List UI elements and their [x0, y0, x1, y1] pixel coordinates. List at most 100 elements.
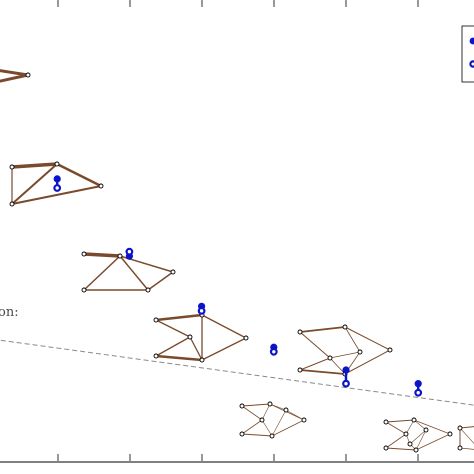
- graph-7-edge-1: [385, 419, 415, 423]
- graph-5-node-6: [327, 355, 333, 361]
- graph-2-node-4: [9, 201, 15, 207]
- graph-7-edge-8: [415, 429, 427, 451]
- graph-2-node-3: [98, 183, 104, 189]
- graph-4-node-1: [153, 317, 159, 323]
- graph-7-edge-7: [413, 419, 427, 431]
- graph-4-edge-2: [201, 314, 247, 339]
- graph-8-edge-5: [459, 427, 474, 444]
- graph-6-node-3: [301, 417, 307, 423]
- graph-3-node-1: [81, 251, 87, 257]
- annotation-label: on:: [0, 305, 19, 320]
- data-markers: [53, 175, 423, 397]
- graph-5-edge-7: [344, 326, 361, 353]
- graph-7-edge-11: [405, 419, 415, 435]
- graph-6-node-4: [269, 433, 275, 439]
- graph-2: [9, 161, 104, 207]
- graph-7-node-5: [383, 445, 389, 451]
- graph-6-edge-1: [241, 403, 271, 407]
- graph-5-node-7: [357, 349, 363, 355]
- graph-4-node-4: [199, 357, 205, 363]
- graph-3-edge-6: [119, 255, 149, 291]
- graph-6-node-5: [239, 431, 245, 437]
- point-open-2: [125, 247, 134, 256]
- graph-7-edge-6: [385, 421, 407, 435]
- graph-6-edge-9: [261, 403, 271, 421]
- graph-2-edge-2: [55, 162, 103, 188]
- graph-6-edge-5: [241, 419, 263, 435]
- graph-1-node-2: [25, 72, 31, 78]
- graph-4-node-3: [243, 335, 249, 341]
- graph-5-edge-6: [299, 331, 331, 359]
- axis-ticks: [57, 0, 419, 461]
- plot-frame: [0, 461, 474, 463]
- point-open-5: [342, 379, 350, 388]
- graph-2-edge-1: [10, 162, 59, 169]
- graph-5-node-5: [297, 367, 303, 373]
- graph-5-node-3: [387, 347, 393, 353]
- graph-5-node-1: [297, 329, 303, 335]
- graph-3-node-5: [81, 287, 87, 293]
- graph-7-node-7: [423, 427, 429, 433]
- graph-7-node-2: [411, 417, 417, 423]
- graph-7-node-8: [407, 441, 413, 447]
- graph-3-edge-3: [147, 271, 174, 291]
- point-filled-6: [414, 380, 422, 388]
- graph-8-node-1: [457, 425, 463, 431]
- graph-7-edge-3: [415, 433, 451, 451]
- graph-7-edge-5: [385, 433, 407, 449]
- graph-7-node-6: [403, 431, 409, 437]
- graph-7-edge-12: [409, 429, 427, 445]
- graph-6-node-6: [259, 417, 265, 423]
- graph-6-edge-8: [271, 409, 287, 437]
- graph-8-edge-1: [459, 426, 474, 429]
- graph-6-edge-6: [241, 405, 263, 421]
- graph-6-node-7: [283, 407, 289, 413]
- graph-4: [153, 312, 249, 363]
- graph-2-edge-3: [11, 185, 102, 205]
- graph-5-edge-10: [329, 357, 346, 375]
- graph-4-edge-5: [155, 336, 191, 357]
- graph-6-node-2: [267, 401, 273, 407]
- point-filled-1: [53, 175, 61, 183]
- graph-5-edge-3: [344, 349, 391, 375]
- point-open-3: [197, 306, 206, 315]
- graph-7-node-3: [447, 431, 453, 437]
- point-open-1: [53, 184, 62, 192]
- graph-2-node-2: [54, 161, 60, 167]
- graph-3-edge-1: [82, 252, 122, 258]
- graph-7-node-1: [383, 419, 389, 425]
- graph-7-edge-4: [385, 447, 417, 451]
- legend: [461, 25, 474, 83]
- graph-illustrations: [0, 69, 474, 453]
- graph-7-node-4: [413, 447, 419, 453]
- graph-6: [239, 401, 307, 439]
- graph-1-edge-1: [0, 69, 30, 77]
- graph-1: [0, 69, 31, 83]
- graph-6-edge-10: [261, 419, 273, 437]
- graph-4-edge-1: [154, 313, 204, 322]
- graph-6-edge-11: [285, 409, 305, 421]
- graph-4-edge-8: [189, 336, 203, 361]
- graph-2-node-1: [9, 164, 15, 170]
- point-filled-5: [342, 366, 350, 374]
- graph-4-node-6: [187, 334, 193, 340]
- graph-5-edge-9: [329, 351, 361, 359]
- graph-8-node-4: [457, 445, 463, 451]
- graph-5-edge-5: [299, 357, 331, 371]
- graph-3-node-3: [170, 269, 176, 275]
- legend-marker-open: [469, 60, 474, 68]
- graph-3-node-2: [117, 253, 123, 259]
- graph-6-edge-3: [271, 419, 305, 437]
- legend-box: [461, 25, 474, 83]
- dashed-trend-line: [0, 339, 474, 406]
- graph-6-edge-7: [269, 403, 287, 411]
- graph-6-edge-4: [241, 433, 273, 437]
- graph-2-edge-4: [11, 163, 58, 205]
- legend-marker-filled: [469, 37, 474, 45]
- graph-3-node-4: [145, 287, 151, 293]
- graph-7-edge-2: [413, 419, 451, 435]
- graph-5-edge-1: [299, 326, 346, 333]
- graph-5-edge-2: [344, 326, 391, 351]
- graph-4-edge-3: [201, 337, 247, 361]
